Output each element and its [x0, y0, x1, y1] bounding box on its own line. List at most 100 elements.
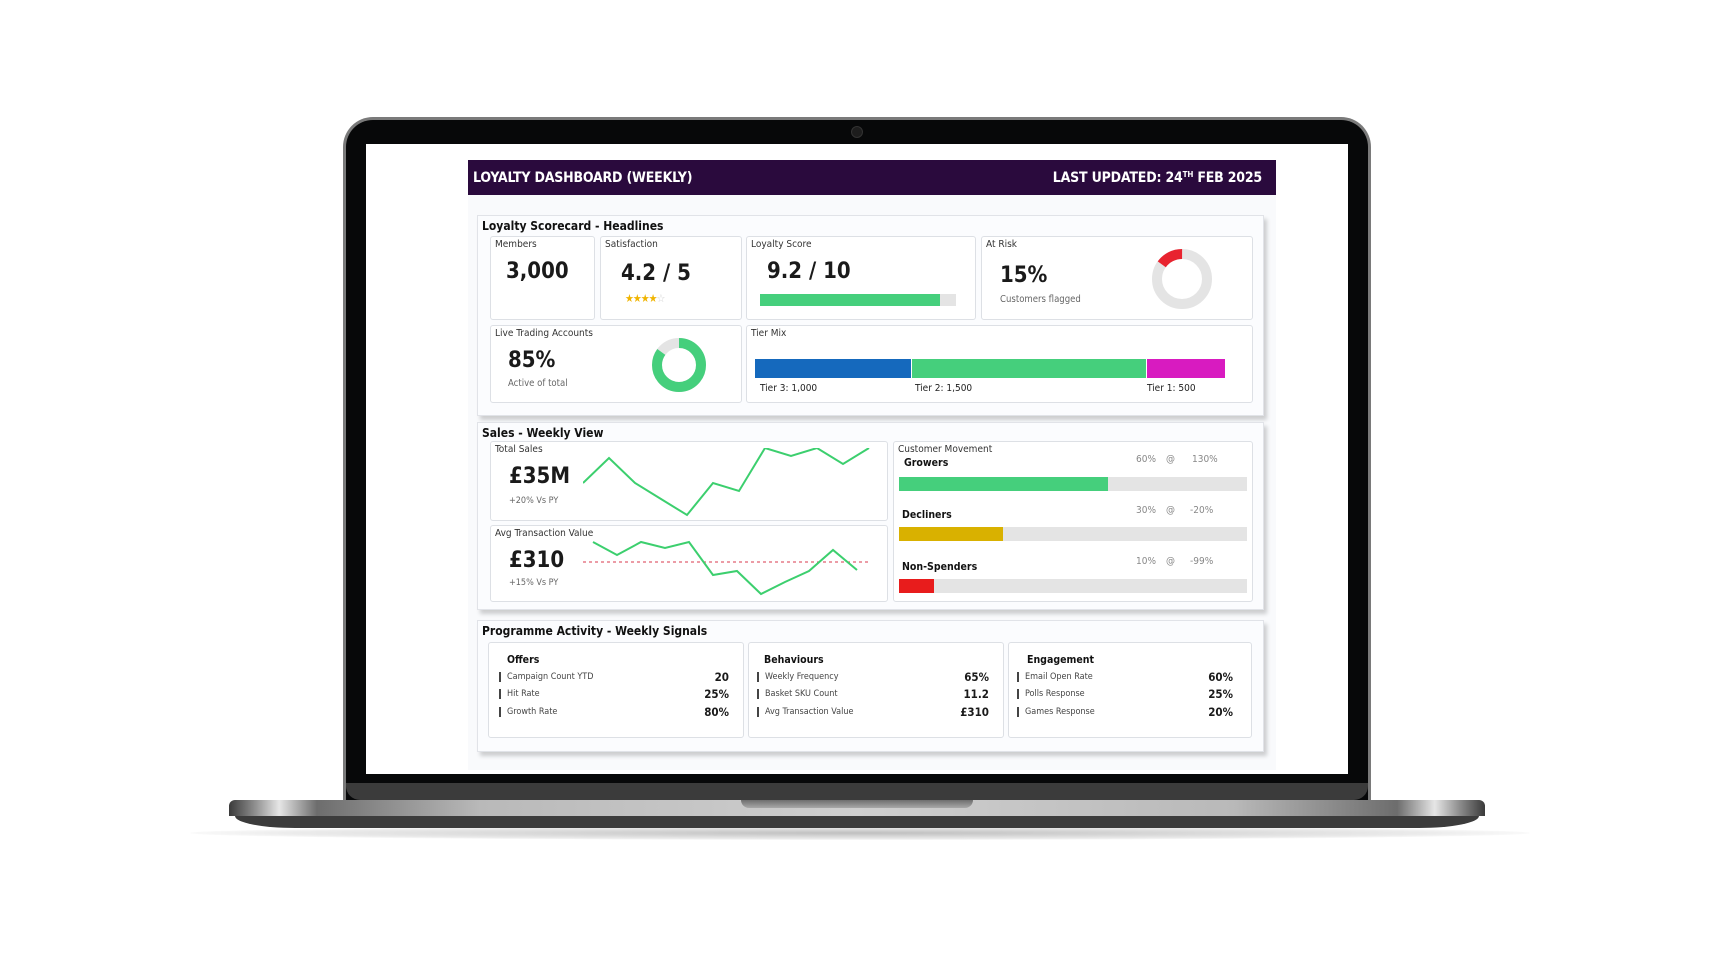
scorecard-title: Loyalty Scorecard - Headlines: [482, 219, 664, 233]
loyalty-score-label: Loyalty Score: [751, 239, 812, 250]
star-rating: ★★★★☆: [625, 292, 665, 305]
total-sales-sparkline: [583, 448, 870, 517]
growers-bar-fill: [899, 477, 1108, 491]
offers-title: Offers: [507, 654, 540, 666]
programme-title: Programme Activity - Weekly Signals: [482, 624, 708, 638]
non-spenders-change: -99%: [1190, 556, 1214, 567]
tier-1-segment: [1146, 359, 1225, 378]
tier-mix-card[interactable]: Tier Mix Tier 3: 1,000 Tier 2: 1,500 Tie…: [746, 325, 1253, 403]
live-trading-donut: [652, 338, 706, 392]
dashboard: LOYALTY DASHBOARD (WEEKLY) LAST UPDATED:…: [366, 144, 1348, 774]
avg-transaction-sub: +15% Vs PY: [509, 578, 559, 588]
webcam-icon: [851, 126, 863, 138]
customer-movement-card[interactable]: Customer Movement Growers 60% @ 130% Dec…: [893, 441, 1253, 602]
behaviours-card[interactable]: Behaviours Weekly Frequency 65% Basket SK…: [748, 642, 1004, 738]
last-updated-sup: TH: [1182, 169, 1194, 179]
total-sales-card[interactable]: Total Sales £35M +20% Vs PY: [490, 441, 888, 521]
growers-label: Growers: [904, 457, 949, 469]
offers-row-value: 80%: [704, 705, 729, 719]
loyalty-score-card[interactable]: Loyalty Score 9.2 / 10: [746, 236, 976, 320]
star-filled-icon: ★★★★: [625, 292, 657, 305]
growers-at: @: [1166, 454, 1175, 465]
sales-section: Sales - Weekly View Total Sales £35M +20…: [477, 422, 1264, 610]
non-spenders-at: @: [1166, 556, 1175, 567]
engagement-row-name: Games Response: [1017, 707, 1095, 717]
avg-transaction-card[interactable]: Avg Transaction Value £310 +15% Vs PY: [490, 525, 888, 602]
decliners-share: 30%: [1136, 505, 1156, 516]
sales-title: Sales - Weekly View: [482, 426, 604, 440]
engagement-row-value: 25%: [1208, 687, 1233, 701]
last-updated-suffix: FEB 2025: [1193, 169, 1262, 186]
last-updated-prefix: LAST UPDATED: 24: [1052, 169, 1183, 186]
live-trading-label: Live Trading Accounts: [495, 328, 593, 339]
total-sales-label: Total Sales: [495, 444, 543, 455]
behaviours-row-name: Weekly Frequency: [757, 672, 839, 682]
loyalty-score-bar-fill: [760, 294, 941, 306]
offers-row: Growth Rate 80%: [499, 705, 729, 719]
behaviours-row-value: 11.2: [963, 687, 989, 701]
non-spenders-share: 10%: [1136, 556, 1156, 567]
avg-transaction-sparkline: [583, 540, 868, 596]
tier-mix-bar: [755, 359, 1225, 378]
non-spenders-bar-fill: [899, 579, 934, 593]
at-risk-value: 15%: [1000, 263, 1048, 288]
behaviours-row: Basket SKU Count 11.2: [757, 687, 989, 701]
last-updated: LAST UPDATED: 24TH FEB 2025: [1053, 170, 1262, 186]
loyalty-score-bar: [760, 294, 956, 306]
avg-transaction-value: £310: [509, 548, 565, 573]
laptop-shadow: [190, 826, 1530, 840]
satisfaction-value: 4.2 / 5: [621, 261, 691, 286]
engagement-row: Games Response 20%: [1017, 705, 1233, 719]
engagement-row-name: Email Open Rate: [1017, 672, 1093, 682]
tier-1-label: Tier 1: 500: [1147, 383, 1196, 394]
live-trading-sub: Active of total: [508, 378, 568, 389]
total-sales-value: £35M: [509, 464, 571, 489]
members-value: 3,000: [506, 259, 569, 284]
behaviours-title: Behaviours: [764, 654, 824, 666]
satisfaction-card[interactable]: Satisfaction 4.2 / 5 ★★★★☆: [600, 236, 742, 320]
laptop-base-bottom: [235, 816, 1479, 828]
behaviours-row: Avg Transaction Value £310: [757, 705, 989, 719]
engagement-row-value: 20%: [1208, 705, 1233, 719]
non-spenders-label: Non-Spenders: [902, 561, 978, 573]
offers-row-name: Growth Rate: [499, 707, 557, 717]
offers-row-value: 25%: [704, 687, 729, 701]
growers-share: 60%: [1136, 454, 1156, 465]
avg-transaction-label: Avg Transaction Value: [495, 528, 594, 539]
customer-movement-label: Customer Movement: [898, 444, 993, 455]
engagement-row: Email Open Rate 60%: [1017, 670, 1233, 684]
tier-mix-label: Tier Mix: [751, 328, 787, 339]
non-spenders-bar: [899, 579, 1247, 593]
members-label: Members: [495, 239, 537, 250]
offers-row-name: Campaign Count YTD: [499, 672, 593, 682]
behaviours-row: Weekly Frequency 65%: [757, 670, 989, 684]
at-risk-label: At Risk: [986, 239, 1018, 250]
loyalty-score-value: 9.2 / 10: [767, 259, 851, 284]
members-card[interactable]: Members 3,000: [490, 236, 595, 320]
dashboard-title: LOYALTY DASHBOARD (WEEKLY): [473, 169, 693, 186]
offers-row-name: Hit Rate: [499, 689, 540, 699]
satisfaction-label: Satisfaction: [605, 239, 658, 250]
decliners-at: @: [1166, 505, 1175, 516]
decliners-label: Decliners: [902, 509, 952, 521]
tier-3-segment: [755, 359, 912, 378]
scorecard-section: Loyalty Scorecard - Headlines Members 3,…: [477, 215, 1264, 416]
total-sales-sub: +20% Vs PY: [509, 496, 559, 506]
at-risk-card[interactable]: At Risk 15% Customers flagged: [981, 236, 1253, 320]
offers-row: Campaign Count YTD 20: [499, 670, 729, 684]
programme-section: Programme Activity - Weekly Signals Offe…: [477, 620, 1264, 752]
engagement-card[interactable]: Engagement Email Open Rate 60% Polls Resp…: [1008, 642, 1252, 738]
offers-card[interactable]: Offers Campaign Count YTD 20 Hit Rate 25% …: [488, 642, 744, 738]
live-trading-card[interactable]: Live Trading Accounts 85% Active of tota…: [490, 325, 742, 403]
behaviours-row-name: Basket SKU Count: [757, 689, 838, 699]
tier-3-label: Tier 3: 1,000: [760, 383, 818, 394]
live-trading-value: 85%: [508, 348, 556, 373]
engagement-row: Polls Response 25%: [1017, 687, 1233, 701]
engagement-title: Engagement: [1027, 654, 1094, 666]
laptop-screen: LOYALTY DASHBOARD (WEEKLY) LAST UPDATED:…: [366, 144, 1348, 774]
growers-bar: [899, 477, 1247, 491]
decliners-bar-fill: [899, 527, 1004, 541]
dashboard-header: LOYALTY DASHBOARD (WEEKLY) LAST UPDATED:…: [468, 160, 1276, 195]
decliners-bar: [899, 527, 1247, 541]
tier-2-label: Tier 2: 1,500: [915, 383, 973, 394]
